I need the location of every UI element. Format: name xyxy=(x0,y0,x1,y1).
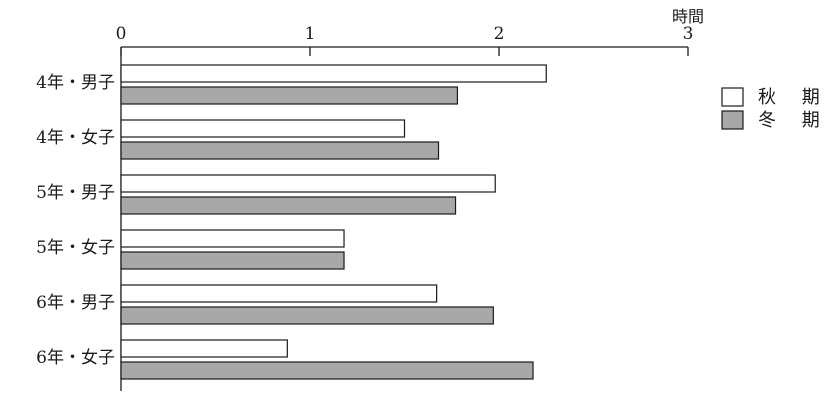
x-tick-label: 3 xyxy=(683,24,694,44)
bar-autumn xyxy=(120,174,496,193)
bars-layer xyxy=(120,64,547,380)
category-label: 5年・女子 xyxy=(36,238,115,258)
legend: 秋 期冬 期 xyxy=(721,87,830,131)
legend-label: 秋 期 xyxy=(758,87,830,108)
legend-swatch xyxy=(721,110,744,130)
bar-winter xyxy=(120,251,345,270)
bar-winter xyxy=(120,361,534,380)
bar-autumn xyxy=(120,64,547,83)
x-tick-label: 2 xyxy=(494,24,505,44)
bar-winter xyxy=(120,86,459,105)
category-labels: 4年・男子 4年・女子 5年・男子 5年・女子 6年・男子 6年・女子 xyxy=(36,73,115,368)
bar-autumn xyxy=(120,229,345,248)
category-label: 4年・男子 xyxy=(36,73,115,93)
category-label: 6年・男子 xyxy=(36,293,115,313)
bar-autumn xyxy=(120,339,288,358)
category-label: 6年・女子 xyxy=(36,348,115,368)
x-tick-label: 1 xyxy=(305,24,316,44)
category-label: 4年・女子 xyxy=(36,128,115,148)
bar-winter xyxy=(120,306,494,325)
legend-label: 冬 期 xyxy=(758,110,830,131)
x-ticks: 0 1 2 3 xyxy=(116,24,694,56)
bar-autumn xyxy=(120,119,406,138)
bar-winter xyxy=(120,141,440,160)
x-tick-label: 0 xyxy=(116,24,127,44)
legend-swatch xyxy=(721,87,744,107)
bar-winter xyxy=(120,196,457,215)
x-unit-label: 時間 xyxy=(672,7,704,26)
category-label: 5年・男子 xyxy=(36,183,115,203)
bar-autumn xyxy=(120,284,438,303)
